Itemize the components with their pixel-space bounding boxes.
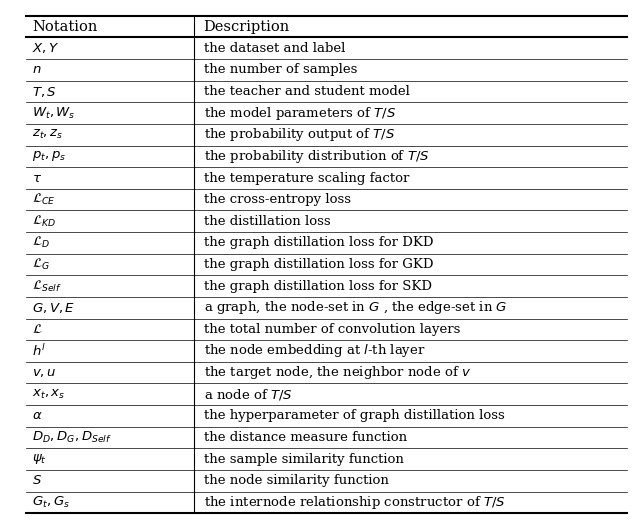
- Text: $h^l$: $h^l$: [32, 343, 46, 359]
- Text: a node of $T/S$: a node of $T/S$: [204, 387, 292, 402]
- Text: a graph, the node-set in $G$ , the edge-set in $G$: a graph, the node-set in $G$ , the edge-…: [204, 299, 507, 316]
- Text: $X, Y$: $X, Y$: [32, 41, 60, 56]
- Text: $S$: $S$: [32, 474, 42, 487]
- Text: $\mathcal{L}_{D}$: $\mathcal{L}_{D}$: [32, 235, 50, 250]
- Text: the distillation loss: the distillation loss: [204, 215, 330, 228]
- Text: $\mathcal{L}_{G}$: $\mathcal{L}_{G}$: [32, 257, 50, 272]
- Text: $\mathcal{L}_{KD}$: $\mathcal{L}_{KD}$: [32, 214, 56, 229]
- Text: the internode relationship constructor of $T/S$: the internode relationship constructor o…: [204, 494, 506, 511]
- Text: the model parameters of $T/S$: the model parameters of $T/S$: [204, 105, 396, 122]
- Text: the distance measure function: the distance measure function: [204, 431, 407, 444]
- Text: the graph distillation loss for SKD: the graph distillation loss for SKD: [204, 280, 431, 293]
- Text: the temperature scaling factor: the temperature scaling factor: [204, 171, 409, 185]
- Text: the hyperparameter of graph distillation loss: the hyperparameter of graph distillation…: [204, 409, 504, 422]
- Text: $\mathcal{L}$: $\mathcal{L}$: [32, 323, 43, 336]
- Text: the dataset and label: the dataset and label: [204, 42, 345, 55]
- Text: Description: Description: [204, 20, 290, 34]
- Text: $n$: $n$: [32, 63, 42, 76]
- Text: $W_t, W_s$: $W_t, W_s$: [32, 106, 76, 121]
- Text: the node embedding at $l$-th layer: the node embedding at $l$-th layer: [204, 342, 425, 360]
- Text: $z_t, z_s$: $z_t, z_s$: [32, 128, 63, 141]
- Text: Notation: Notation: [32, 20, 97, 34]
- Text: $\psi_t$: $\psi_t$: [32, 452, 47, 466]
- Text: the sample similarity function: the sample similarity function: [204, 453, 404, 466]
- Text: $\mathcal{L}_{CE}$: $\mathcal{L}_{CE}$: [32, 192, 56, 207]
- Text: the node similarity function: the node similarity function: [204, 474, 388, 487]
- Text: the total number of convolution layers: the total number of convolution layers: [204, 323, 460, 336]
- Text: the number of samples: the number of samples: [204, 63, 357, 76]
- Text: $p_t, p_s$: $p_t, p_s$: [32, 149, 67, 163]
- Text: the graph distillation loss for DKD: the graph distillation loss for DKD: [204, 236, 433, 249]
- Text: $\mathcal{L}_{Self}$: $\mathcal{L}_{Self}$: [32, 279, 62, 294]
- Text: $v, u$: $v, u$: [32, 366, 56, 379]
- Text: $\tau$: $\tau$: [32, 171, 42, 185]
- Text: the probability distribution of $T/S$: the probability distribution of $T/S$: [204, 148, 429, 165]
- Text: $x_t, x_s$: $x_t, x_s$: [32, 388, 65, 401]
- Text: $G, V, E$: $G, V, E$: [32, 301, 76, 315]
- Text: $G_t, G_s$: $G_t, G_s$: [32, 495, 70, 510]
- Text: the target node, the neighbor node of $v$: the target node, the neighbor node of $v…: [204, 364, 471, 381]
- Text: the teacher and student model: the teacher and student model: [204, 85, 410, 98]
- Text: $\alpha$: $\alpha$: [32, 409, 42, 422]
- Text: the probability output of $T/S$: the probability output of $T/S$: [204, 126, 395, 143]
- Text: the cross-entropy loss: the cross-entropy loss: [204, 193, 351, 206]
- Text: $D_D, D_G, D_{Self}$: $D_D, D_G, D_{Self}$: [32, 430, 112, 445]
- Text: $T, S$: $T, S$: [32, 85, 57, 98]
- Text: the graph distillation loss for GKD: the graph distillation loss for GKD: [204, 258, 433, 271]
